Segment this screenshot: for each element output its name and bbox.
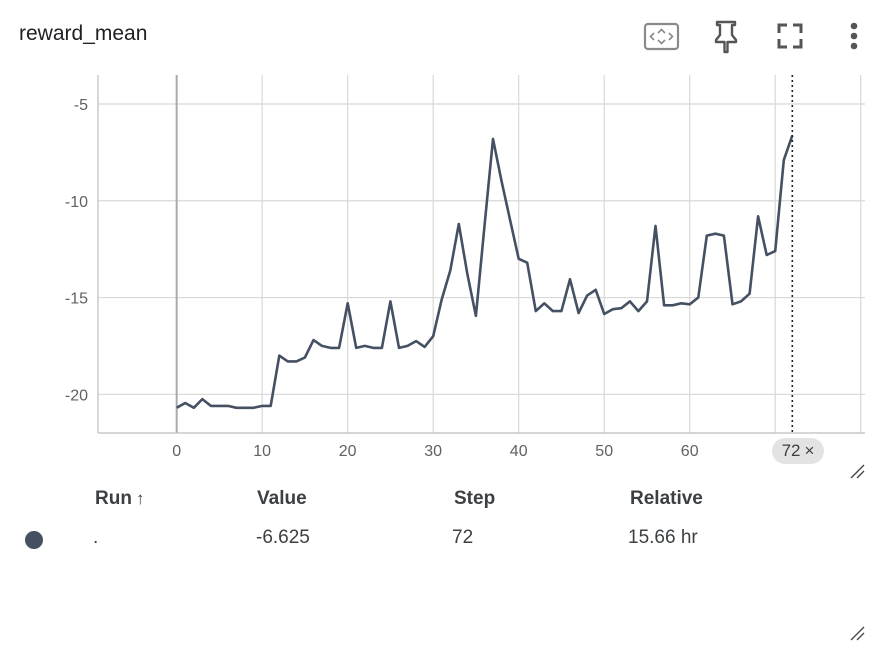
column-header-run[interactable]: Run ↑ [95,488,144,510]
line-chart[interactable]: 0 10 20 30 40 50 60 -5 -10 -15 -20 [0,0,886,480]
card-resize-handle[interactable] [849,625,865,641]
step-chip-label: 72 [781,441,801,460]
x-tick-label: 50 [595,443,613,460]
fullscreen-icon[interactable] [770,16,810,56]
sort-arrow-up-icon: ↑ [135,489,145,508]
x-tick-label: 60 [681,443,699,460]
card-title: reward_mean [19,22,148,45]
cell-value: -6.625 [256,527,310,548]
y-tick-label: -10 [65,194,88,211]
chart-series [176,75,794,433]
series-line [176,135,794,410]
x-tick-label: 30 [424,443,442,460]
y-tick-label: -5 [74,97,88,114]
step-cursor-chip[interactable]: 72 × [772,438,824,464]
cell-relative: 15.66 hr [628,527,698,548]
cell-step: 72 [452,527,474,548]
chart-resize-handle[interactable] [849,463,865,479]
pin-icon[interactable] [706,16,746,56]
chart-axes [97,75,865,434]
x-tick-label: 10 [253,443,271,460]
y-tick-label: -15 [65,291,88,308]
fit-domain-icon[interactable] [642,16,682,56]
card-toolbar [0,16,886,56]
column-header-value[interactable]: Value [257,488,307,509]
x-tick-label: 20 [339,443,357,460]
y-tick-label: -20 [65,387,88,404]
cell-run: . [93,527,99,548]
chart-tick-labels: 0 10 20 30 40 50 60 -5 -10 -15 -20 [65,97,699,460]
run-header-label: Run [95,488,132,509]
run-color-dot [25,531,43,549]
column-header-step[interactable]: Step [454,488,496,509]
column-header-relative[interactable]: Relative [630,488,703,509]
chart-grid [98,75,865,433]
x-tick-label: 0 [172,443,181,460]
x-tick-label: 40 [510,443,528,460]
close-icon[interactable]: × [804,441,815,460]
more-vert-icon[interactable] [834,16,874,56]
